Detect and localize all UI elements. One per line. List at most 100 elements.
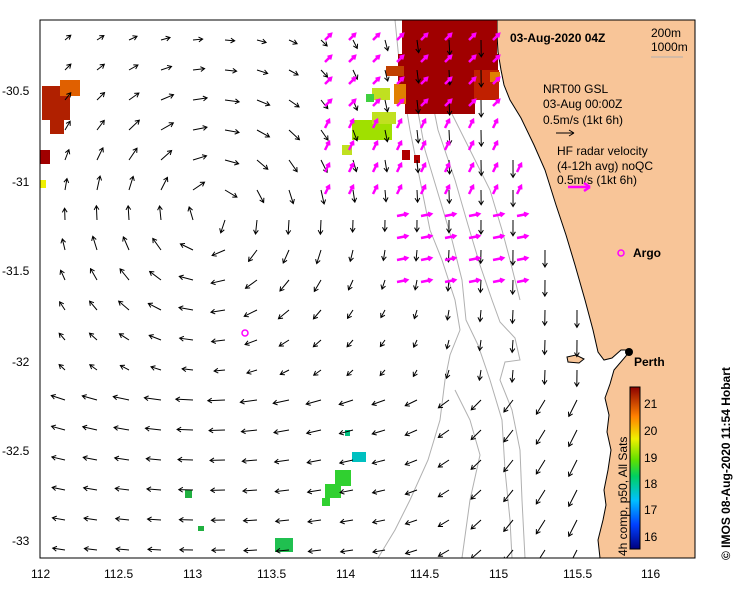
argo-float-marker bbox=[241, 329, 249, 337]
x-tick-label: 115 bbox=[489, 567, 508, 581]
velocity-arrow bbox=[383, 159, 390, 173]
velocity-arrow bbox=[510, 219, 516, 237]
velocity-arrow bbox=[414, 219, 420, 233]
velocity-arrow bbox=[446, 219, 452, 234]
velocity-arrow bbox=[509, 279, 516, 296]
velocity-arrow bbox=[181, 366, 194, 373]
velocity-arrow bbox=[83, 546, 98, 552]
velocity-arrow bbox=[492, 233, 506, 240]
velocity-arrow bbox=[509, 339, 516, 354]
velocity-arrow bbox=[147, 546, 162, 553]
velocity-arrow bbox=[324, 98, 333, 107]
velocity-arrow bbox=[419, 183, 427, 195]
velocity-arrow bbox=[211, 249, 226, 257]
velocity-arrow bbox=[347, 139, 355, 151]
velocity-arrow bbox=[323, 139, 331, 151]
velocity-arrow bbox=[317, 219, 324, 236]
velocity-arrow bbox=[404, 399, 418, 407]
velocity-arrow bbox=[492, 98, 501, 107]
velocity-arrow bbox=[396, 255, 410, 262]
velocity-arrow bbox=[491, 139, 499, 151]
velocity-arrow bbox=[256, 129, 271, 138]
velocity-arrow bbox=[396, 277, 410, 284]
velocity-arrow bbox=[539, 549, 546, 558]
velocity-arrow bbox=[443, 139, 451, 151]
velocity-arrow bbox=[396, 32, 405, 41]
velocity-arrow bbox=[279, 369, 290, 376]
velocity-arrow bbox=[470, 429, 482, 441]
velocity-arrow bbox=[541, 339, 548, 356]
velocity-arrow bbox=[371, 518, 386, 525]
velocity-arrow bbox=[574, 369, 580, 388]
velocity-arrow bbox=[128, 147, 138, 161]
velocity-arrow bbox=[288, 189, 295, 205]
velocity-arrow bbox=[444, 32, 453, 41]
velocity-arrow bbox=[413, 249, 420, 262]
velocity-arrow bbox=[396, 98, 405, 107]
velocity-arrow bbox=[224, 37, 236, 44]
velocity-arrow bbox=[420, 98, 429, 107]
velocity-arrow bbox=[468, 32, 477, 41]
velocity-arrow bbox=[371, 183, 379, 195]
velocity-arrow bbox=[176, 426, 194, 433]
velocity-arrow bbox=[535, 519, 546, 535]
hf-radar-vectors bbox=[323, 32, 530, 284]
velocity-arrow bbox=[348, 32, 357, 41]
velocity-arrow bbox=[503, 549, 514, 558]
velocity-arrow bbox=[352, 129, 359, 142]
velocity-arrow bbox=[210, 338, 226, 344]
velocity-arrow bbox=[404, 429, 418, 437]
colorbar-tick: 17 bbox=[644, 503, 658, 517]
velocity-arrow bbox=[178, 516, 194, 523]
velocity-arrow bbox=[82, 485, 98, 492]
velocity-arrow bbox=[371, 161, 379, 173]
velocity-arrow bbox=[51, 545, 66, 552]
velocity-arrow bbox=[478, 189, 484, 206]
velocity-arrow bbox=[371, 459, 386, 466]
velocity-arrow bbox=[219, 219, 226, 234]
velocity-arrow bbox=[93, 204, 100, 221]
x-axis: 112 112.5 113 113.5 114 114.5 115 115.5 … bbox=[31, 567, 660, 581]
velocity-arrow bbox=[444, 255, 458, 262]
velocity-arrow bbox=[192, 95, 209, 102]
velocity-arrow bbox=[58, 363, 66, 371]
velocity-arrow bbox=[128, 35, 138, 41]
velocity-arrow bbox=[244, 339, 258, 346]
velocity-arrow bbox=[395, 161, 403, 173]
velocity-arrow bbox=[320, 129, 329, 141]
velocity-arrow bbox=[146, 516, 162, 523]
velocity-arrow bbox=[535, 489, 546, 505]
velocity-arrow bbox=[352, 39, 359, 50]
velocity-arrow bbox=[348, 76, 357, 85]
velocity-arrow bbox=[288, 39, 299, 45]
x-tick-label: 114 bbox=[336, 567, 355, 581]
velocity-arrow bbox=[470, 399, 482, 411]
velocity-arrow bbox=[224, 159, 240, 166]
y-tick-label: -33 bbox=[12, 534, 30, 548]
velocity-arrow bbox=[503, 489, 514, 503]
velocity-arrow bbox=[371, 489, 386, 495]
velocity-arrow bbox=[412, 339, 418, 349]
velocity-arrow bbox=[273, 429, 290, 435]
velocity-arrow bbox=[274, 488, 290, 495]
velocity-arrow bbox=[160, 149, 173, 161]
velocity-arrow bbox=[478, 99, 484, 118]
velocity-arrow bbox=[535, 459, 546, 475]
velocity-arrow bbox=[567, 399, 578, 418]
velocity-arrow bbox=[437, 519, 450, 527]
velocity-arrow bbox=[288, 99, 300, 108]
velocity-arrow bbox=[446, 189, 453, 205]
velocity-arrow bbox=[382, 189, 389, 203]
velocity-arrow bbox=[152, 237, 162, 251]
land-area bbox=[496, 20, 695, 558]
velocity-arrow bbox=[491, 183, 499, 195]
velocity-arrow bbox=[541, 369, 548, 386]
x-tick-label: 116 bbox=[641, 567, 660, 581]
velocity-arrow bbox=[338, 459, 354, 465]
velocity-arrow bbox=[243, 547, 258, 554]
y-tick-label: -31.5 bbox=[2, 264, 30, 278]
velocity-arrow bbox=[320, 189, 327, 205]
velocity-arrow bbox=[395, 183, 403, 195]
velocity-arrow bbox=[224, 68, 238, 74]
velocity-arrow bbox=[305, 399, 322, 406]
